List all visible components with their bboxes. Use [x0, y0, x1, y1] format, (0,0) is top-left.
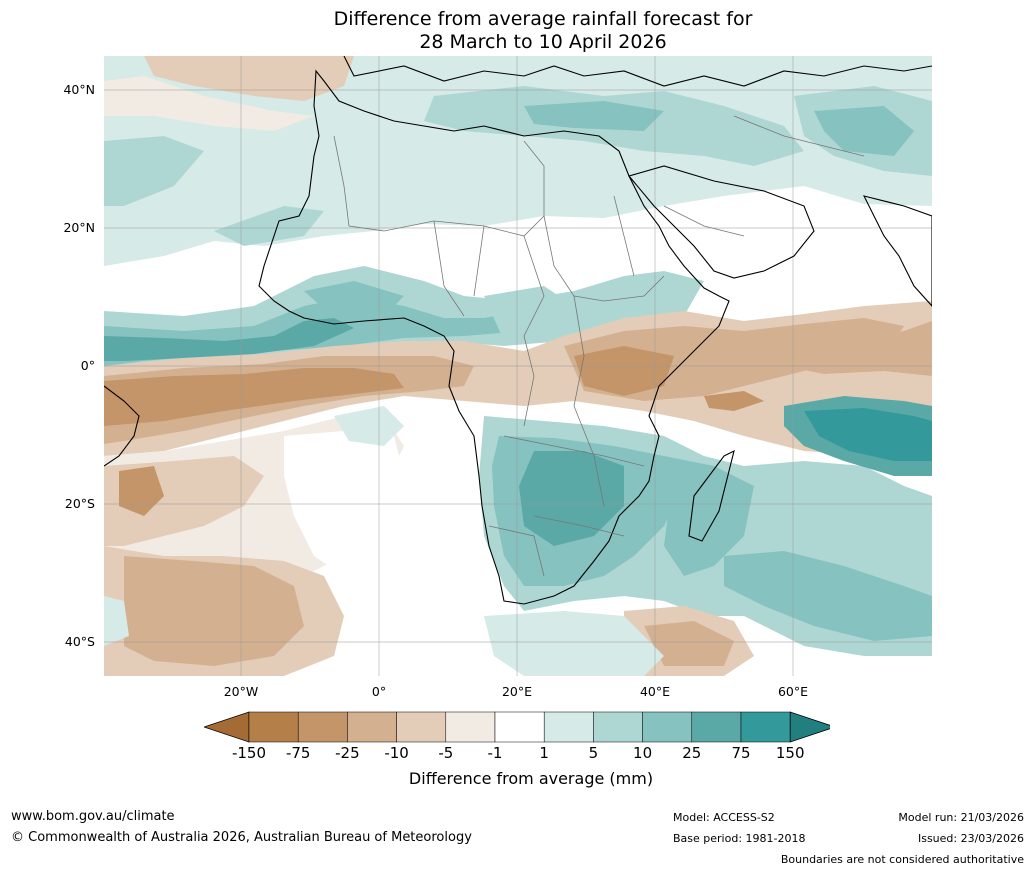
anomaly-wet-med: [524, 101, 664, 131]
anomaly-wet-iran-core: [814, 106, 914, 156]
anomaly-dry-southwest-atlantic: [119, 466, 164, 516]
colorbar-tick-label: -1: [487, 744, 503, 762]
colorbar-segment: [593, 711, 643, 743]
colorbar-tick-label: 25: [682, 744, 702, 762]
lon-label-60e: 60°E: [777, 684, 809, 699]
lon-label-20e: 20°E: [501, 684, 533, 699]
footer-copyright: © Commonwealth of Australia 2026, Austra…: [11, 830, 472, 845]
madagascar-coastline: [688, 449, 735, 542]
colorbar-segment: [297, 711, 348, 743]
footer-issued: Issued: 23/03/2026: [917, 832, 1024, 845]
rainfall-anomaly-map[interactable]: [104, 56, 932, 676]
colorbar-segment: [347, 711, 397, 743]
lon-label-40e: 40°E: [639, 684, 671, 699]
south-america-coastline: [104, 385, 140, 467]
colorbar-tick-label: -150: [231, 744, 267, 762]
colorbar-tick-label: 75: [731, 744, 751, 762]
lat-label-40n: 40°N: [63, 82, 95, 97]
footer-base-period: Base period: 1981-2018: [673, 832, 806, 845]
colorbar-tick-label: -10: [384, 744, 409, 762]
title-line-1: Difference from average rainfall forecas…: [333, 8, 753, 30]
anomaly-wet-atlantic-20n: [214, 206, 324, 246]
colorbar-extend-min: [204, 711, 250, 743]
anomaly-wet-southwest: [104, 596, 129, 646]
anomaly-dry-south-indian-mid: [644, 621, 734, 666]
colorbar-segment: [642, 711, 693, 743]
footer-model-run: Model run: 21/03/2026: [898, 811, 1024, 824]
colorbar-tick-label: -5: [438, 744, 454, 762]
lat-label-40s: 40°S: [64, 634, 95, 649]
coastlines: [104, 56, 932, 605]
lat-label-20s: 20°S: [64, 496, 95, 511]
colorbar-segment: [494, 711, 545, 743]
colorbar-tick-label: 10: [633, 744, 653, 762]
colorbar-title: Difference from average (mm): [408, 769, 654, 788]
colorbar-tick-label: 150: [775, 744, 805, 762]
colorbar-segment: [445, 711, 496, 743]
anomaly-neutral-south-atlantic: [284, 431, 404, 576]
anomaly-wet-equatorial-core: [104, 318, 354, 361]
anomaly-dry-south-atlantic-mid: [124, 556, 304, 666]
anomaly-dry-indian-ocean: [764, 321, 932, 376]
footer-url[interactable]: www.bom.gov.au/climate: [11, 809, 175, 824]
colorbar-tick-label: -75: [285, 744, 311, 762]
colorbar-tick-label: 5: [588, 744, 599, 762]
colorbar-segment: [396, 711, 447, 743]
india-coastline: [862, 195, 932, 307]
anomaly-dry-east-africa-core: [574, 346, 674, 396]
colorbar-segment: [248, 711, 299, 743]
colorbar: [204, 711, 830, 743]
lat-label-0: 0°: [80, 358, 95, 373]
colorbar-segment: [543, 711, 594, 743]
colorbar-extend-max: [789, 711, 830, 743]
africa-coastline: [258, 69, 730, 605]
map-gridlines: [104, 56, 932, 676]
title-line-2: 28 March to 10 April 2026: [419, 31, 667, 53]
anomaly-wet-south-atlantic-small: [334, 406, 404, 446]
anomaly-wet-south-light-band: [484, 611, 664, 676]
anomaly-dry-equatorial-core: [104, 368, 404, 426]
lat-label-20n: 20°N: [63, 220, 95, 235]
colorbar-tick-label: 1: [539, 744, 549, 762]
anomaly-wet-atlantic-north: [104, 136, 204, 206]
footer-model: Model: ACCESS-S2: [673, 811, 775, 824]
footer-disclaimer: Boundaries are not considered authoritat…: [780, 853, 1024, 866]
colorbar-segment: [740, 711, 791, 743]
lon-label-0: 0°: [371, 684, 387, 699]
colorbar-tick-label: -25: [335, 744, 360, 762]
anomaly-wet-indian-ocean-core: [804, 408, 932, 461]
anomaly-wet-southern-ocean: [724, 551, 932, 641]
anomaly-wet-mozambique-channel: [664, 456, 754, 576]
chart-title: Difference from average rainfall forecas…: [0, 8, 1035, 54]
colorbar-segment: [691, 711, 742, 743]
anomaly-dry-somalia: [704, 391, 764, 411]
anomaly-wet-central-africa: [484, 286, 574, 341]
arabia-coastline: [628, 165, 815, 279]
country-borders: [333, 115, 865, 577]
europe-coastline: [343, 56, 932, 87]
lon-label-20w: 20°W: [223, 684, 259, 699]
